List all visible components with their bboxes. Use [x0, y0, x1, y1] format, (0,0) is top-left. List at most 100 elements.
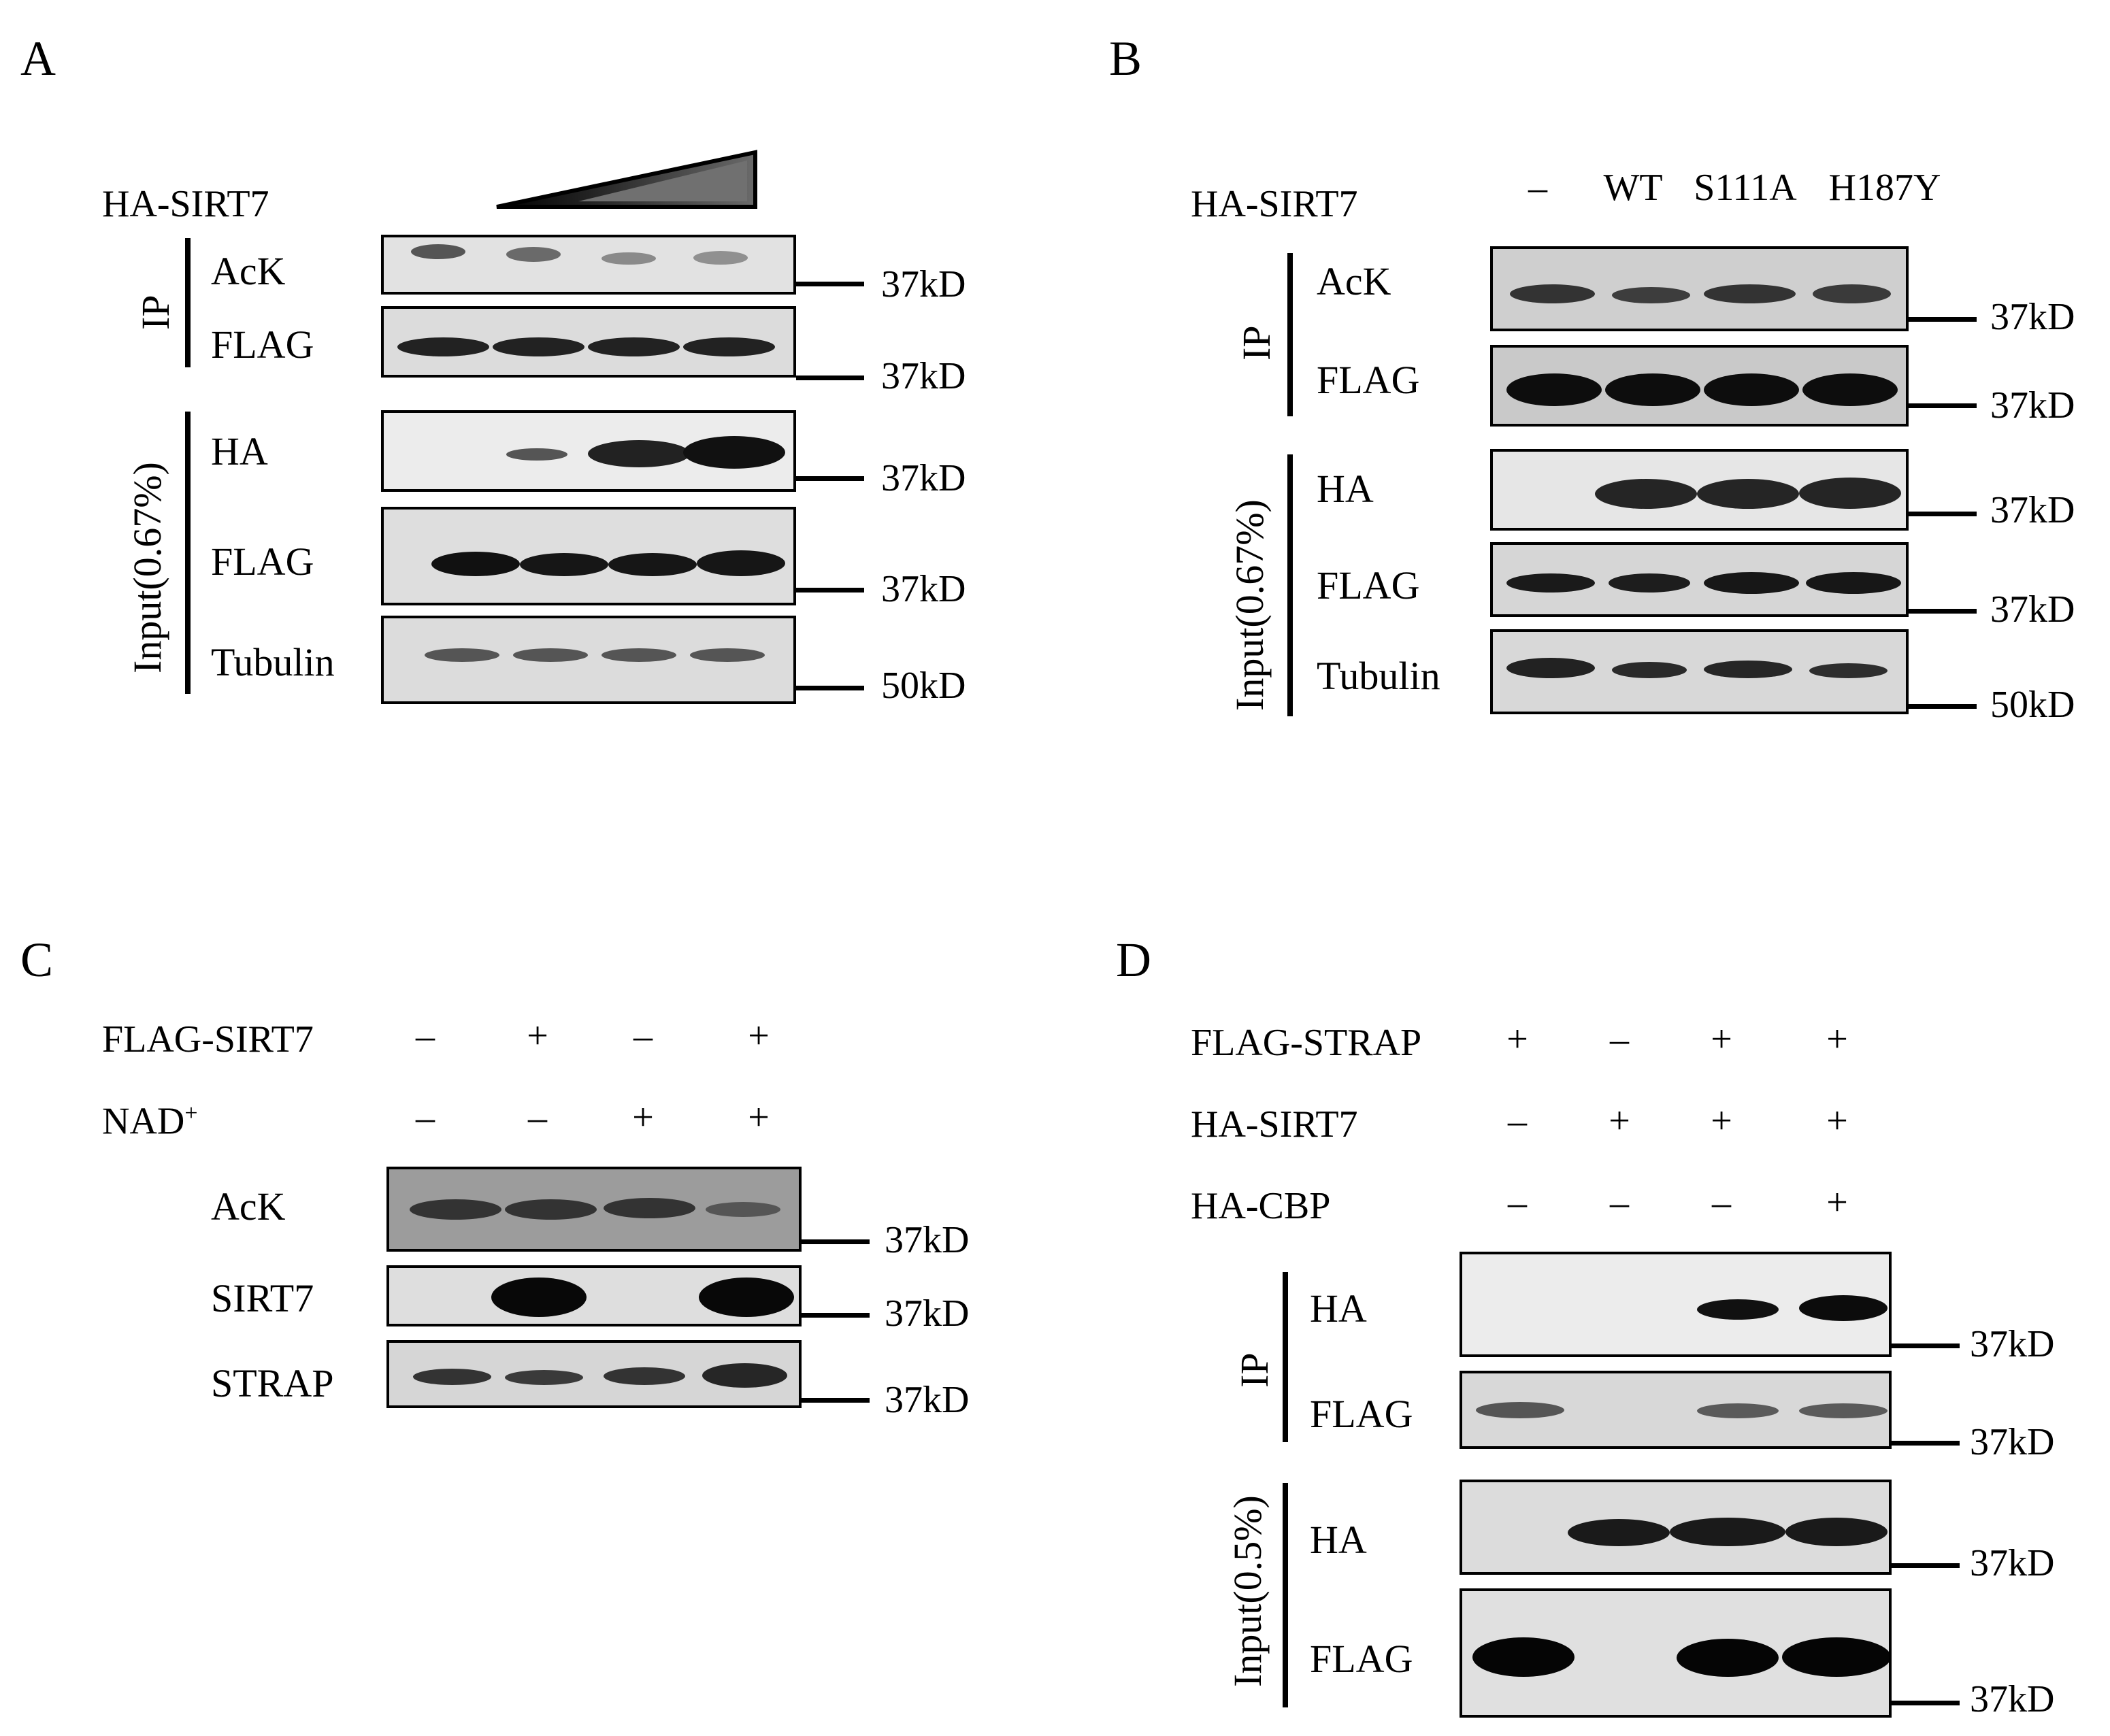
lane-label-b-3: S111A: [1694, 167, 1797, 209]
band: [683, 436, 785, 469]
sign-c-1-3: –: [633, 1015, 653, 1057]
band: [1809, 663, 1888, 678]
row-label-d-ha-input: HA: [1310, 1518, 1367, 1562]
band: [506, 448, 567, 461]
mw-tick: [1909, 512, 1977, 516]
mw-tick: [796, 476, 864, 481]
mw-label-a-5: 50kD: [881, 665, 966, 707]
blot-c-ack: [386, 1167, 802, 1252]
mw-tick: [1892, 1441, 1960, 1446]
band: [690, 648, 765, 662]
mw-tick: [802, 1398, 870, 1403]
blot-d-ha-input: [1460, 1480, 1892, 1575]
sign-d-3-3: –: [1712, 1182, 1731, 1224]
row-label-b-ack: AcK: [1317, 259, 1391, 303]
mw-label-d-1: 37kD: [1970, 1323, 2055, 1365]
dose-gradient-triangle: [496, 150, 757, 209]
band: [697, 550, 785, 576]
band: [1506, 658, 1595, 678]
row-label-a-flag-ip: FLAG: [211, 322, 314, 367]
mw-label-a-1: 37kD: [881, 263, 966, 305]
blot-a-flag-input: [381, 507, 796, 605]
mw-label-c-3: 37kD: [885, 1379, 970, 1421]
blot-d-flag-input: [1460, 1588, 1892, 1718]
mw-tick: [1892, 1563, 1960, 1568]
band: [1609, 573, 1690, 592]
sign-c-1-4: +: [748, 1015, 770, 1057]
band: [505, 1370, 583, 1385]
blot-a-ack: [381, 235, 796, 295]
band: [1799, 1295, 1888, 1321]
band: [1697, 479, 1799, 509]
blot-a-tubulin: [381, 616, 796, 704]
input-bracket-d: [1283, 1483, 1288, 1707]
mw-tick: [1892, 1701, 1960, 1705]
band: [702, 1363, 787, 1388]
band: [1568, 1519, 1670, 1546]
condition-label-d-3: HA-CBP: [1191, 1185, 1331, 1227]
band: [1806, 572, 1901, 594]
mw-tick: [1909, 317, 1977, 322]
row-label-a-flag-input: FLAG: [211, 539, 314, 584]
condition-label-c-2: NAD+: [102, 1102, 198, 1141]
mw-tick: [796, 686, 864, 690]
sign-d-1-1: +: [1506, 1018, 1528, 1061]
band: [683, 337, 775, 356]
panel-label-a: A: [20, 31, 56, 86]
blot-c-sirt7: [386, 1265, 802, 1326]
mw-tick: [1909, 704, 1977, 709]
ip-bracket-b: [1287, 253, 1293, 416]
mw-label-d-2: 37kD: [1970, 1421, 2055, 1463]
input-bracket-a: [185, 412, 191, 694]
condition-label-c-1: FLAG-SIRT7: [102, 1018, 314, 1061]
band: [601, 252, 656, 265]
sign-d-2-2: +: [1609, 1100, 1630, 1142]
condition-label-d-1: FLAG-STRAP: [1191, 1022, 1422, 1064]
row-label-d-ha-ip: HA: [1310, 1286, 1367, 1331]
blot-b-flag-ip: [1490, 345, 1909, 427]
sign-d-2-4: +: [1826, 1100, 1848, 1142]
mw-label-b-4: 37kD: [1990, 588, 2075, 631]
condition-sup: +: [184, 1101, 198, 1126]
input-group-label-a: Input(0.67%): [125, 462, 169, 673]
treatment-label-b: HA-SIRT7: [1191, 183, 1358, 225]
band: [505, 1199, 597, 1220]
band: [1782, 1637, 1889, 1677]
mw-label-b-5: 50kD: [1990, 684, 2075, 726]
band: [1612, 662, 1687, 678]
band: [1476, 1402, 1564, 1418]
blot-b-tubulin: [1490, 629, 1909, 714]
band: [1595, 479, 1697, 509]
band: [1704, 373, 1799, 406]
row-label-d-flag-input: FLAG: [1310, 1637, 1413, 1681]
sign-d-1-2: –: [1610, 1018, 1629, 1061]
row-label-c-strap: STRAP: [211, 1361, 334, 1405]
band: [693, 251, 748, 265]
mw-label-d-3: 37kD: [1970, 1542, 2055, 1584]
panel-label-c: C: [20, 933, 54, 987]
blot-a-flag-ip: [381, 306, 796, 378]
blot-c-strap: [386, 1340, 802, 1408]
band: [1605, 373, 1700, 406]
ip-group-label-b: IP: [1234, 325, 1279, 361]
band: [706, 1202, 780, 1217]
sign-d-1-4: +: [1826, 1018, 1848, 1061]
row-label-b-flag-ip: FLAG: [1317, 358, 1420, 402]
band: [1670, 1518, 1785, 1546]
band: [1510, 284, 1595, 303]
band: [1704, 661, 1792, 678]
band: [588, 337, 680, 356]
lane-label-b-1: –: [1528, 167, 1547, 209]
band: [608, 553, 697, 576]
lane-label-b-4: H187Y: [1828, 167, 1941, 209]
mw-label-c-1: 37kD: [885, 1219, 970, 1261]
band: [1506, 573, 1595, 592]
band: [411, 244, 465, 259]
mw-label-b-2: 37kD: [1990, 384, 2075, 427]
row-label-d-flag-ip: FLAG: [1310, 1392, 1413, 1436]
input-bracket-b: [1287, 454, 1293, 716]
mw-label-b-1: 37kD: [1990, 296, 2075, 338]
row-label-b-tubulin: Tubulin: [1317, 654, 1440, 698]
ip-bracket-d: [1283, 1272, 1288, 1442]
input-group-label-b: Input(0.67%): [1227, 499, 1272, 711]
